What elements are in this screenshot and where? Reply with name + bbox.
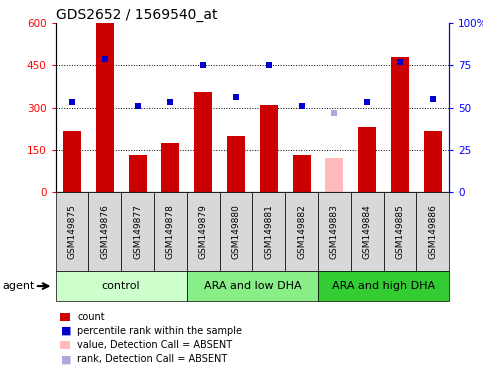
Point — [363, 99, 371, 106]
Bar — [318, 192, 351, 271]
Bar — [96, 23, 114, 192]
Text: control: control — [102, 281, 141, 291]
Point — [429, 96, 437, 102]
Point — [298, 103, 305, 109]
Point — [101, 55, 109, 61]
Text: GSM149884: GSM149884 — [363, 204, 372, 259]
Bar — [318, 271, 449, 301]
Text: GSM149881: GSM149881 — [264, 204, 273, 259]
Bar — [260, 105, 278, 192]
Text: GDS2652 / 1569540_at: GDS2652 / 1569540_at — [56, 8, 217, 22]
Text: GSM149875: GSM149875 — [68, 204, 76, 259]
Bar — [227, 136, 245, 192]
Bar — [285, 192, 318, 271]
Text: ARA and high DHA: ARA and high DHA — [332, 281, 435, 291]
Bar — [384, 192, 416, 271]
Bar — [252, 192, 285, 271]
Text: ■: ■ — [61, 326, 72, 336]
Text: GSM149876: GSM149876 — [100, 204, 109, 259]
Bar — [220, 192, 252, 271]
Text: rank, Detection Call = ABSENT: rank, Detection Call = ABSENT — [77, 354, 227, 364]
Bar — [56, 271, 187, 301]
Point — [68, 99, 76, 106]
Bar — [416, 192, 449, 271]
Point — [167, 99, 174, 106]
Bar — [391, 57, 409, 192]
Bar — [63, 131, 81, 192]
Text: GSM149886: GSM149886 — [428, 204, 437, 259]
Text: GSM149879: GSM149879 — [199, 204, 208, 259]
Text: ARA and low DHA: ARA and low DHA — [203, 281, 301, 291]
Bar — [161, 143, 179, 192]
Text: GSM149880: GSM149880 — [231, 204, 241, 259]
Point — [199, 62, 207, 68]
Bar — [56, 192, 88, 271]
Bar — [194, 92, 212, 192]
Text: value, Detection Call = ABSENT: value, Detection Call = ABSENT — [77, 340, 232, 350]
Point — [265, 62, 272, 68]
Bar — [293, 156, 311, 192]
Bar — [121, 192, 154, 271]
Bar — [187, 192, 220, 271]
Text: GSM149885: GSM149885 — [396, 204, 404, 259]
Text: count: count — [77, 312, 105, 322]
Bar — [154, 192, 187, 271]
Text: GSM149878: GSM149878 — [166, 204, 175, 259]
Bar — [88, 192, 121, 271]
Point — [330, 109, 338, 116]
Point — [232, 94, 240, 101]
Text: GSM149882: GSM149882 — [297, 204, 306, 259]
Bar — [128, 156, 146, 192]
Bar — [351, 192, 384, 271]
Point — [134, 103, 142, 109]
Text: ■: ■ — [61, 354, 72, 364]
Bar — [326, 158, 343, 192]
Text: GSM149883: GSM149883 — [330, 204, 339, 259]
Bar — [424, 131, 442, 192]
Text: agent: agent — [2, 281, 35, 291]
Bar — [187, 271, 318, 301]
Bar — [358, 127, 376, 192]
Text: GSM149877: GSM149877 — [133, 204, 142, 259]
Text: percentile rank within the sample: percentile rank within the sample — [77, 326, 242, 336]
Point — [396, 59, 404, 65]
